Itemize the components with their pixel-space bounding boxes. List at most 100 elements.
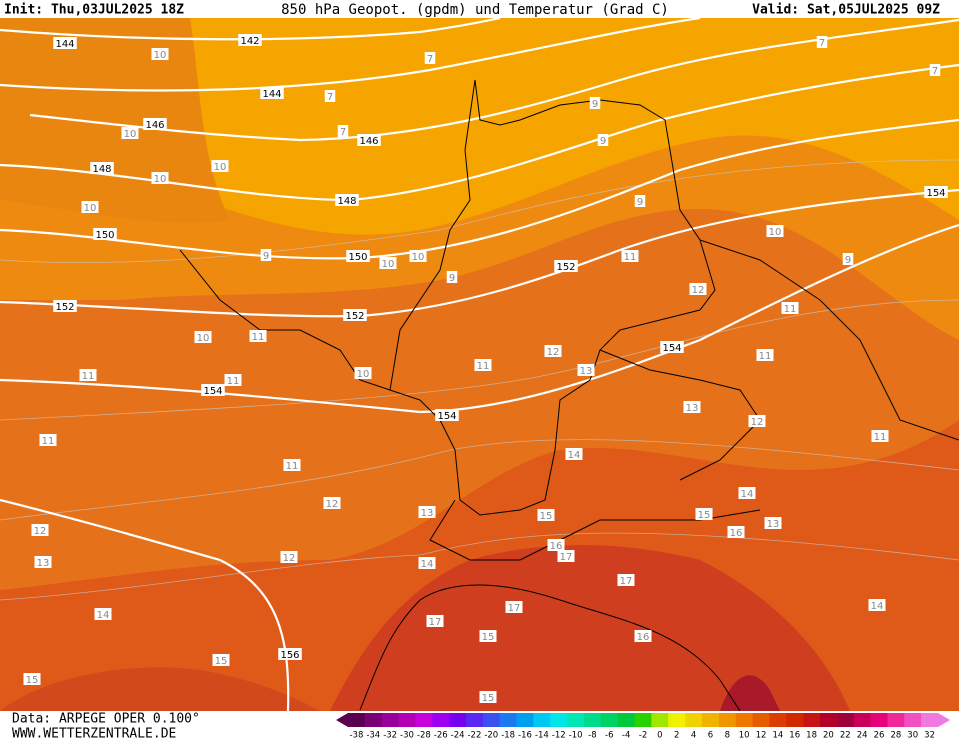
- colorbar-swatch: [803, 713, 821, 727]
- colorbar-swatch: [567, 713, 585, 727]
- colorbar-swatch: [718, 713, 737, 727]
- temperature-label-box: [689, 283, 707, 295]
- geopotential-label: 152: [345, 311, 364, 322]
- temperature-label: 7: [932, 66, 938, 77]
- header-bar: [0, 0, 959, 18]
- colorbar-swatch: [432, 713, 450, 727]
- geopotential-label: 148: [92, 164, 111, 175]
- colorbar-swatch: [634, 713, 652, 727]
- geopotential-label-box: [346, 250, 370, 262]
- temperature-label-box: [151, 172, 169, 184]
- colorbar-swatch: [820, 713, 838, 727]
- geopotential-label-box: [93, 228, 117, 240]
- temperature-label-box: [929, 64, 941, 76]
- temperature-label: 7: [327, 92, 333, 103]
- temperature-label: 9: [449, 273, 455, 284]
- temperature-label-box: [577, 364, 595, 376]
- temperature-label-box: [748, 415, 766, 427]
- colorbar-swatch: [870, 713, 888, 727]
- colorbar-swatch: [550, 713, 568, 727]
- temperature-label-box: [79, 369, 97, 381]
- colorbar-swatch: [516, 713, 534, 727]
- colorbar-swatch: [702, 713, 720, 727]
- geopotential-label: 156: [280, 650, 299, 661]
- colorbar-swatch: [482, 713, 501, 727]
- temperature-label-box: [597, 134, 609, 146]
- temp-field: [0, 667, 320, 711]
- temperature-label-box: [557, 550, 575, 562]
- temperature-label-box: [23, 673, 41, 685]
- colorbar-swatch: [600, 713, 619, 727]
- temperature-label-box: [474, 359, 492, 371]
- colorbar-label: 8: [725, 731, 730, 741]
- temperature-label: 11: [42, 436, 55, 447]
- temperature-label: 14: [871, 601, 884, 612]
- colorbar-swatch: [904, 713, 922, 727]
- colorbar-swatch: [887, 713, 905, 727]
- temperature-label-box: [424, 52, 436, 64]
- colorbar-label: -8: [588, 731, 596, 741]
- temperature-label: 12: [547, 347, 560, 358]
- colorbar-swatch: [584, 713, 602, 727]
- colorbar-label: 24: [857, 731, 868, 741]
- colorbar-label: -34: [366, 731, 380, 741]
- geopotential-label-box: [143, 118, 167, 130]
- temperature-label: 16: [550, 541, 563, 552]
- temperature-label: 9: [637, 197, 643, 208]
- temperature-label-box: [727, 526, 745, 538]
- temperature-label: 10: [214, 162, 227, 173]
- temperature-label-box: [324, 90, 336, 102]
- colorbar: -38 -34 -32 -30 -28 -26 -24 -22 -20 -18 -16 -14 -12-…: [336, 713, 950, 741]
- temperature-label-box: [260, 249, 272, 261]
- geopotential-line: [0, 118, 959, 260]
- colorbar-label: 18: [806, 731, 817, 741]
- temp-field: [180, 18, 959, 235]
- temperature-label: 11: [759, 351, 772, 362]
- temperature-label: 16: [637, 632, 650, 643]
- temperature-label: 14: [97, 610, 110, 621]
- temperature-label: 17: [429, 617, 442, 628]
- temperature-label-box: [379, 257, 397, 269]
- temperature-label: 9: [845, 255, 851, 266]
- temperature-label: 14: [568, 450, 581, 461]
- colorbar-label: 14: [772, 731, 783, 741]
- colorbar-label: -14: [535, 731, 549, 741]
- data-source: Data: ARPEGE OPER 0.100°: [12, 712, 200, 727]
- colorbar-label: -24: [451, 731, 465, 741]
- geopotential-label: 152: [55, 302, 74, 313]
- temperature-label: 16: [730, 528, 743, 539]
- geopotential-label: 144: [262, 89, 281, 100]
- colorbar-swatch: [449, 713, 467, 727]
- temperature-label-box: [212, 654, 230, 666]
- geopotential-label: 154: [437, 411, 456, 422]
- temperature-label-box: [446, 271, 458, 283]
- temperature-label: 13: [686, 403, 699, 414]
- colorbar-swatch: [381, 713, 399, 727]
- temperature-label-box: [479, 691, 497, 703]
- temperature-label: 11: [784, 304, 797, 315]
- geopotential-label-box: [238, 34, 262, 46]
- temperature-label: 11: [82, 371, 95, 382]
- temperature-label: 17: [560, 552, 573, 563]
- temperature-label-box: [537, 509, 555, 521]
- temperature-label-box: [194, 331, 212, 343]
- colorbar-label: -30: [400, 731, 414, 741]
- temperature-label: 10: [154, 174, 167, 185]
- temperature-label-box: [868, 599, 886, 611]
- coastline: [359, 584, 741, 712]
- colorbar-swatch: [466, 713, 484, 727]
- temperature-label: 10: [154, 50, 167, 61]
- temperature-label: 10: [412, 252, 425, 263]
- colorbar-arrow: [336, 713, 348, 727]
- temperature-label: 11: [286, 461, 299, 472]
- colorbar-label: -10: [569, 731, 583, 741]
- temperature-label-box: [121, 127, 139, 139]
- geopotential-label: 144: [55, 39, 74, 50]
- colorbar-arrow: [938, 713, 950, 727]
- temperature-label-box: [547, 539, 565, 551]
- isotherm: [0, 159, 959, 264]
- colorbar-label: 4: [691, 731, 696, 741]
- temperature-label: 14: [741, 489, 754, 500]
- isotherm: [0, 532, 959, 601]
